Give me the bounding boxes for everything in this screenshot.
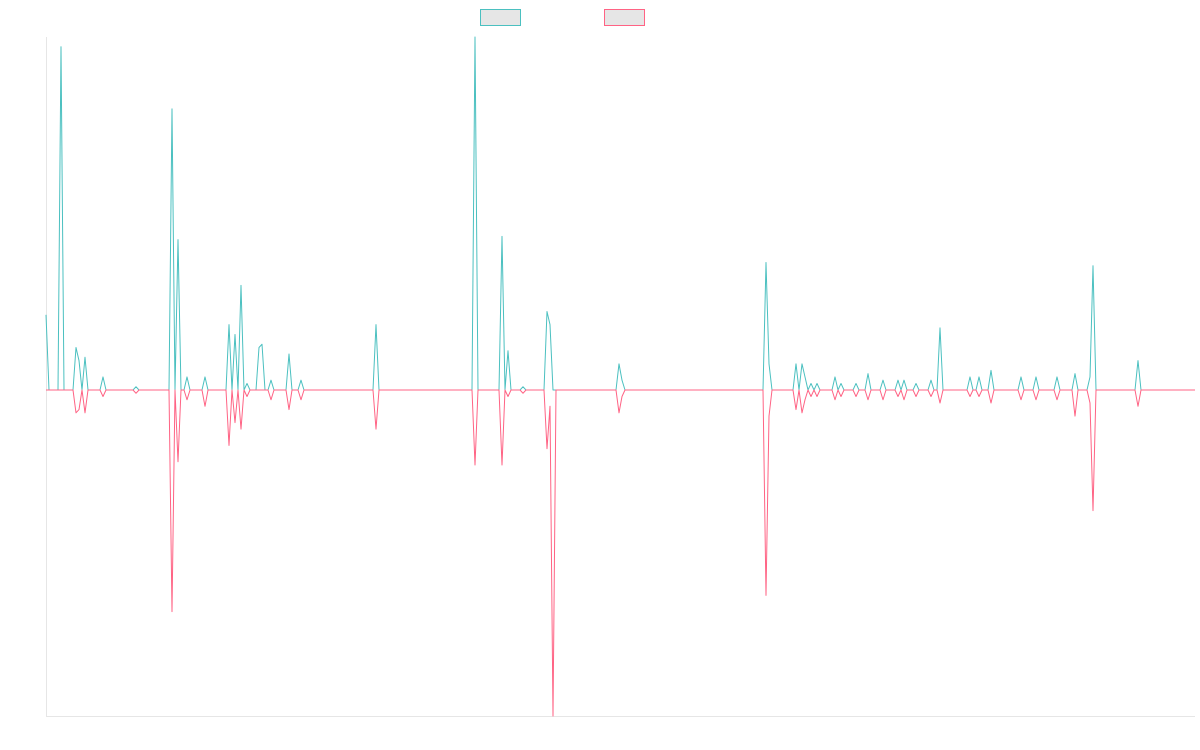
legend-swatch-series-1[interactable] bbox=[480, 9, 521, 26]
series-layer bbox=[45, 36, 1195, 717]
series-line-1 bbox=[45, 36, 1195, 391]
series-line-2 bbox=[46, 389, 1195, 717]
legend bbox=[480, 9, 645, 26]
legend-swatch-series-2[interactable] bbox=[604, 9, 645, 26]
